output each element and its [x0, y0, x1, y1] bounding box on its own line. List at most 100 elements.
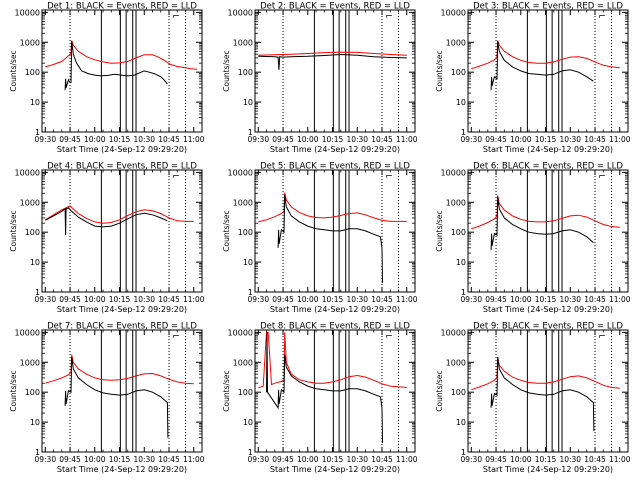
- x-tick-label: 11:00: [609, 455, 631, 464]
- y-tick-label: 1000: [446, 358, 466, 367]
- x-tick-label: 10:45: [158, 455, 180, 464]
- y-tick-label: 10000: [228, 8, 253, 17]
- x-tick-label: 09:45: [272, 295, 294, 304]
- x-axis-label: Start Time (24-Sep-12 09:29:20): [270, 145, 400, 154]
- plot-frame: [41, 169, 203, 293]
- x-tick-label: 11:00: [609, 135, 631, 144]
- y-tick-label: 1: [461, 128, 466, 137]
- lld-series-line: [45, 40, 198, 70]
- x-tick-label: 10:30: [559, 295, 581, 304]
- y-tick-label: 10: [456, 258, 466, 267]
- detector-panel-1: Det 1: BLACK = Events, RED = LLD 1 10 100 10…: [9, 2, 205, 155]
- x-tick-label: 09:45: [272, 455, 294, 464]
- y-tick-label: 1: [461, 448, 466, 457]
- y-tick-label: 10000: [15, 8, 40, 17]
- y-tick-label: 10000: [441, 8, 466, 17]
- x-tick-label: 09:45: [485, 135, 507, 144]
- y-tick-label: 10000: [228, 168, 253, 177]
- x-tick-label: 10:45: [371, 455, 393, 464]
- x-tick-label: 10:45: [584, 455, 606, 464]
- y-axis-label: Counts/sec: [222, 210, 231, 251]
- x-tick-label: 09:45: [485, 295, 507, 304]
- y-tick-label: 10000: [441, 168, 466, 177]
- panel-title: Det 7: BLACK = Events, RED = LLD: [47, 322, 197, 332]
- events-series-line: [64, 40, 168, 91]
- x-tick-label: 11:00: [396, 455, 418, 464]
- x-tick-label: 10:15: [535, 135, 557, 144]
- x-tick-label: 10:15: [109, 135, 131, 144]
- y-tick-label: 1: [248, 288, 253, 297]
- events-series-line: [490, 356, 595, 432]
- x-axis-label: Start Time (24-Sep-12 09:29:20): [270, 305, 400, 314]
- y-axis-label: Counts/sec: [9, 210, 18, 251]
- panel-title: Det 6: BLACK = Events, RED = LLD: [473, 162, 623, 172]
- x-tick-label: 10:00: [84, 295, 106, 304]
- x-tick-label: 10:00: [297, 455, 319, 464]
- x-axis-label: Start Time (24-Sep-12 09:29:20): [483, 465, 613, 474]
- x-tick-label: 09:30: [460, 295, 482, 304]
- y-tick-label: 10: [456, 98, 466, 107]
- y-axis-label: Counts/sec: [435, 50, 444, 91]
- y-tick-label: 1: [248, 128, 253, 137]
- x-tick-label: 10:45: [584, 295, 606, 304]
- events-series-line: [64, 356, 169, 438]
- y-tick-label: 10000: [441, 328, 466, 337]
- y-tick-label: 10: [456, 418, 466, 427]
- events-series-line: [45, 207, 168, 236]
- x-tick-label: 10:00: [297, 135, 319, 144]
- detector-panel-6: Det 6: BLACK = Events, RED = LLD 1 10 100 10…: [435, 162, 631, 315]
- y-tick-label: 10: [30, 258, 40, 267]
- x-tick-label: 09:30: [247, 455, 269, 464]
- x-tick-label: 11:00: [396, 295, 418, 304]
- y-tick-label: 1: [35, 288, 40, 297]
- x-tick-label: 10:00: [510, 135, 532, 144]
- x-tick-label: 09:30: [247, 135, 269, 144]
- x-axis-label: Start Time (24-Sep-12 09:29:20): [270, 465, 400, 474]
- x-tick-label: 11:00: [609, 295, 631, 304]
- lld-series-line: [45, 205, 194, 224]
- x-tick-label: 10:45: [158, 295, 180, 304]
- x-tick-label: 10:30: [133, 135, 155, 144]
- x-tick-label: 10:30: [133, 295, 155, 304]
- x-tick-label: 10:45: [158, 135, 180, 144]
- x-tick-label: 10:30: [559, 135, 581, 144]
- lld-series-line: [258, 331, 407, 389]
- x-tick-label: 10:30: [346, 135, 368, 144]
- events-series-line: [490, 196, 594, 251]
- x-tick-label: 10:15: [322, 455, 344, 464]
- y-tick-label: 10: [30, 98, 40, 107]
- y-tick-label: 100: [451, 228, 466, 237]
- x-axis-label: Start Time (24-Sep-12 09:29:20): [483, 145, 613, 154]
- detector-panel-8: Det 8: BLACK = Events, RED = LLD 1 10 100 10…: [222, 322, 418, 475]
- detector-panel-9: Det 9: BLACK = Events, RED = LLD 1 10 100 10…: [435, 322, 631, 475]
- y-tick-label: 100: [238, 228, 253, 237]
- y-tick-label: 100: [451, 388, 466, 397]
- corner-mark: ⌐: [385, 172, 393, 182]
- x-tick-label: 09:30: [34, 135, 56, 144]
- y-tick-label: 1: [461, 288, 466, 297]
- corner-mark: ⌐: [598, 12, 606, 22]
- plot-frame: [467, 9, 629, 133]
- x-tick-label: 10:45: [584, 135, 606, 144]
- x-tick-label: 10:15: [322, 295, 344, 304]
- x-tick-label: 10:00: [84, 135, 106, 144]
- y-tick-label: 10: [243, 98, 253, 107]
- x-tick-label: 10:45: [371, 135, 393, 144]
- lld-series-line: [471, 40, 620, 70]
- y-tick-label: 1000: [233, 198, 253, 207]
- detector-panel-5: Det 5: BLACK = Events, RED = LLD 1 10 100 10…: [222, 162, 418, 315]
- y-tick-label: 10000: [15, 328, 40, 337]
- panel-title: Det 5: BLACK = Events, RED = LLD: [260, 162, 410, 172]
- x-tick-label: 10:30: [559, 455, 581, 464]
- y-tick-label: 1: [35, 448, 40, 457]
- y-tick-label: 1000: [20, 358, 40, 367]
- corner-mark: ⌐: [598, 332, 606, 342]
- x-tick-label: 10:15: [535, 295, 557, 304]
- y-tick-label: 10000: [15, 168, 40, 177]
- x-tick-label: 09:45: [59, 135, 81, 144]
- x-tick-label: 10:30: [346, 455, 368, 464]
- y-tick-label: 10: [30, 418, 40, 427]
- y-tick-label: 10: [243, 258, 253, 267]
- x-tick-label: 09:30: [34, 455, 56, 464]
